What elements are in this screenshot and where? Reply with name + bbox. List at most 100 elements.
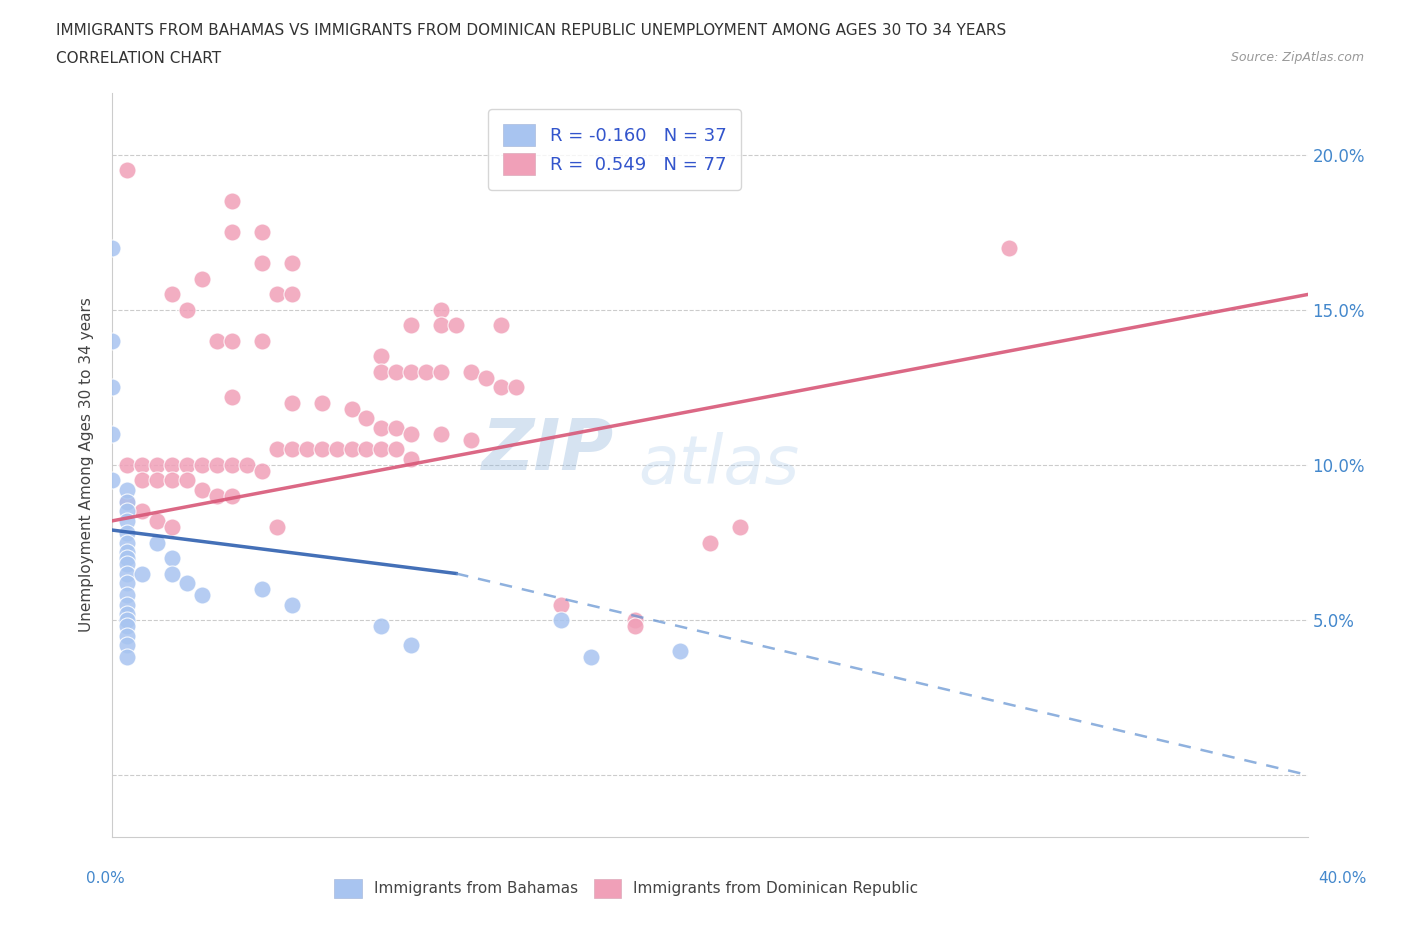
Point [117,495,139,510]
Point [131,458,153,472]
Point [117,458,139,472]
Point [117,628,139,643]
Point [699,535,721,550]
Point [176,458,198,472]
Legend: Immigrants from Bahamas, Immigrants from Dominican Republic: Immigrants from Bahamas, Immigrants from… [328,873,925,904]
Point [117,588,139,603]
Point [624,613,647,628]
Text: 0.0%: 0.0% [86,871,125,886]
Point [370,420,392,435]
Point [340,442,363,457]
Point [146,458,169,472]
Point [101,380,124,395]
Point [117,557,139,572]
Point [295,442,318,457]
Point [221,458,243,472]
Point [205,458,228,472]
Point [444,318,467,333]
Point [117,525,139,540]
Point [370,349,392,364]
Point [460,432,482,447]
Point [266,520,288,535]
Point [191,272,214,286]
Point [250,225,273,240]
Point [579,650,602,665]
Point [250,256,273,271]
Point [117,544,139,559]
Point [162,458,183,472]
Point [550,597,572,612]
Point [101,241,124,256]
Point [162,551,183,565]
Point [146,535,169,550]
Point [221,488,243,503]
Y-axis label: Unemployment Among Ages 30 to 34 years: Unemployment Among Ages 30 to 34 years [79,298,94,632]
Point [728,520,751,535]
Point [176,576,198,591]
Point [475,371,498,386]
Point [998,241,1021,256]
Point [281,442,304,457]
Point [430,302,453,317]
Point [401,427,423,442]
Point [117,597,139,612]
Text: atlas: atlas [638,432,800,498]
Point [385,442,408,457]
Point [117,495,139,510]
Point [101,473,124,488]
Point [191,483,214,498]
Point [191,588,214,603]
Point [430,427,453,442]
Point [205,334,228,349]
Point [117,551,139,565]
Point [370,618,392,633]
Point [250,464,273,479]
Point [117,513,139,528]
Point [356,411,378,426]
Point [117,606,139,621]
Point [489,380,512,395]
Point [162,287,183,302]
Point [385,420,408,435]
Point [401,318,423,333]
Point [430,365,453,379]
Point [176,302,198,317]
Point [162,520,183,535]
Point [236,458,259,472]
Point [325,442,347,457]
Point [505,380,527,395]
Point [266,442,288,457]
Point [356,442,378,457]
Point [162,566,183,581]
Point [460,365,482,379]
Point [415,365,437,379]
Point [340,402,363,417]
Point [101,427,124,442]
Point [385,365,408,379]
Point [370,365,392,379]
Point [101,334,124,349]
Point [401,451,423,466]
Point [117,163,139,178]
Point [191,458,214,472]
Point [117,650,139,665]
Text: CORRELATION CHART: CORRELATION CHART [56,51,221,66]
Point [176,473,198,488]
Point [250,581,273,596]
Point [117,483,139,498]
Point [146,513,169,528]
Point [430,318,453,333]
Point [221,390,243,405]
Point [162,473,183,488]
Point [117,535,139,550]
Point [624,618,647,633]
Point [117,504,139,519]
Point [370,442,392,457]
Point [117,566,139,581]
Point [131,473,153,488]
Point [266,287,288,302]
Point [250,334,273,349]
Text: Source: ZipAtlas.com: Source: ZipAtlas.com [1230,51,1364,64]
Point [117,576,139,591]
Point [117,613,139,628]
